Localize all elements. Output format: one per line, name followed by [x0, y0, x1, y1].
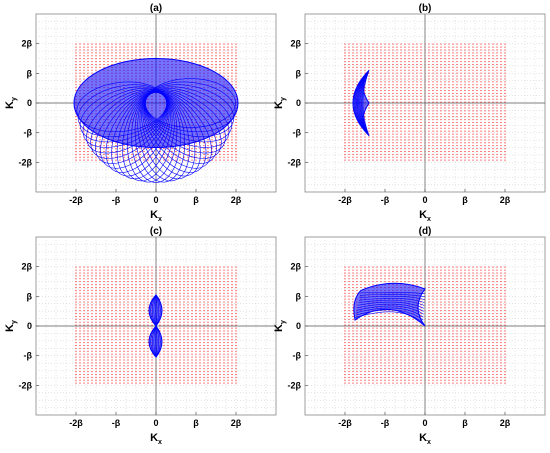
- chart-panel-1: -2β -β 0 β 2β 2β β 0 -β -2β (b) Kx Ky: [273, 3, 546, 223]
- y-axis-label-subscript: y: [11, 320, 18, 324]
- x-tick-label: 2β: [500, 418, 511, 428]
- band-contour: [359, 295, 425, 300]
- x-tick-label: -β: [381, 418, 390, 428]
- x-tick-label: 2β: [231, 195, 242, 205]
- y-tick-label: 2β: [22, 262, 33, 272]
- x-tick-label: -β: [112, 418, 121, 428]
- y-tick-label: -β: [24, 128, 33, 138]
- x-tick-label: β: [462, 418, 468, 428]
- x-axis-label-subscript: x: [158, 439, 162, 446]
- y-tick-label: -2β: [19, 380, 33, 390]
- chart-title: (b): [419, 3, 432, 14]
- x-axis-label: Kx: [419, 209, 431, 223]
- y-axis-label: Ky: [4, 97, 18, 109]
- band-contour: [362, 70, 370, 136]
- x-tick-label: β: [462, 195, 468, 205]
- band-contour: [357, 303, 424, 312]
- band-outline: [353, 282, 426, 327]
- chart-panel-0: -2β -β 0 β 2β 2β β 0 -β -2β (a) Kx Ky: [4, 3, 277, 223]
- y-axis-label-subscript: y: [11, 97, 18, 101]
- chart-title: (a): [150, 3, 162, 14]
- y-axis-label-subscript: y: [280, 320, 287, 324]
- x-tick-label: -2β: [338, 418, 352, 428]
- x-axis-label: Kx: [419, 432, 431, 446]
- y-tick-label: 0: [27, 321, 32, 331]
- y-tick-label: 2β: [22, 39, 33, 49]
- chart-title: (c): [150, 226, 162, 237]
- y-tick-label: β: [27, 68, 33, 78]
- x-tick-label: -2β: [69, 418, 83, 428]
- y-tick-label: 0: [27, 98, 32, 108]
- y-tick-label: β: [296, 68, 302, 78]
- chart-panel-2: -2β -β 0 β 2β 2β β 0 -β -2β (c) Kx Ky: [4, 226, 277, 446]
- band-contour: [155, 294, 161, 358]
- band-contour: [357, 301, 425, 309]
- x-axis-label: Kx: [150, 432, 162, 446]
- band-contour: [355, 311, 424, 324]
- x-tick-label: 2β: [500, 195, 511, 205]
- y-tick-label: β: [27, 291, 33, 301]
- chart-title: (d): [419, 226, 432, 237]
- y-tick-label: 0: [296, 98, 301, 108]
- band-contour: [358, 299, 425, 306]
- x-axis-label-subscript: x: [427, 216, 431, 223]
- y-axis-label-subscript: y: [280, 97, 287, 101]
- band-contour: [356, 307, 424, 318]
- band-contour: [358, 297, 425, 303]
- x-tick-label: 0: [422, 418, 427, 428]
- y-tick-label: -β: [293, 351, 302, 361]
- y-tick-label: β: [296, 291, 302, 301]
- y-tick-label: 2β: [291, 262, 302, 272]
- band-contour: [76, 81, 167, 132]
- x-axis-label: Kx: [150, 209, 162, 223]
- band-contour: [356, 305, 424, 315]
- y-axis-label: Ky: [4, 320, 18, 332]
- x-tick-label: 0: [153, 195, 158, 205]
- band-contour: [360, 292, 425, 295]
- band-outline: [73, 58, 239, 148]
- y-axis-label: Ky: [273, 320, 287, 332]
- y-tick-label: 2β: [291, 39, 302, 49]
- x-tick-label: β: [193, 418, 199, 428]
- y-tick-label: -2β: [288, 380, 302, 390]
- y-axis-label: Ky: [273, 97, 287, 109]
- x-tick-label: 0: [422, 195, 427, 205]
- x-tick-label: β: [193, 195, 199, 205]
- y-tick-label: -2β: [19, 157, 33, 167]
- x-axis-label-subscript: x: [427, 439, 431, 446]
- chart-panel-3: -2β -β 0 β 2β 2β β 0 -β -2β (d) Kx Ky: [273, 226, 546, 446]
- y-tick-label: -β: [293, 128, 302, 138]
- band-contour: [359, 293, 425, 297]
- band-shape: [352, 70, 370, 136]
- x-tick-label: -β: [381, 195, 390, 205]
- band-shape: [148, 294, 163, 358]
- y-tick-label: -2β: [288, 157, 302, 167]
- x-tick-label: -2β: [338, 195, 352, 205]
- x-tick-label: 2β: [231, 418, 242, 428]
- x-axis-label-subscript: x: [158, 216, 162, 223]
- y-tick-label: 0: [296, 321, 301, 331]
- background-points: [344, 266, 506, 386]
- x-tick-label: 0: [153, 418, 158, 428]
- y-tick-label: -β: [24, 351, 33, 361]
- x-tick-label: -2β: [69, 195, 83, 205]
- band-shape: [73, 58, 239, 183]
- band-contour: [355, 309, 424, 321]
- band-shape: [353, 282, 426, 327]
- x-tick-label: -β: [112, 195, 121, 205]
